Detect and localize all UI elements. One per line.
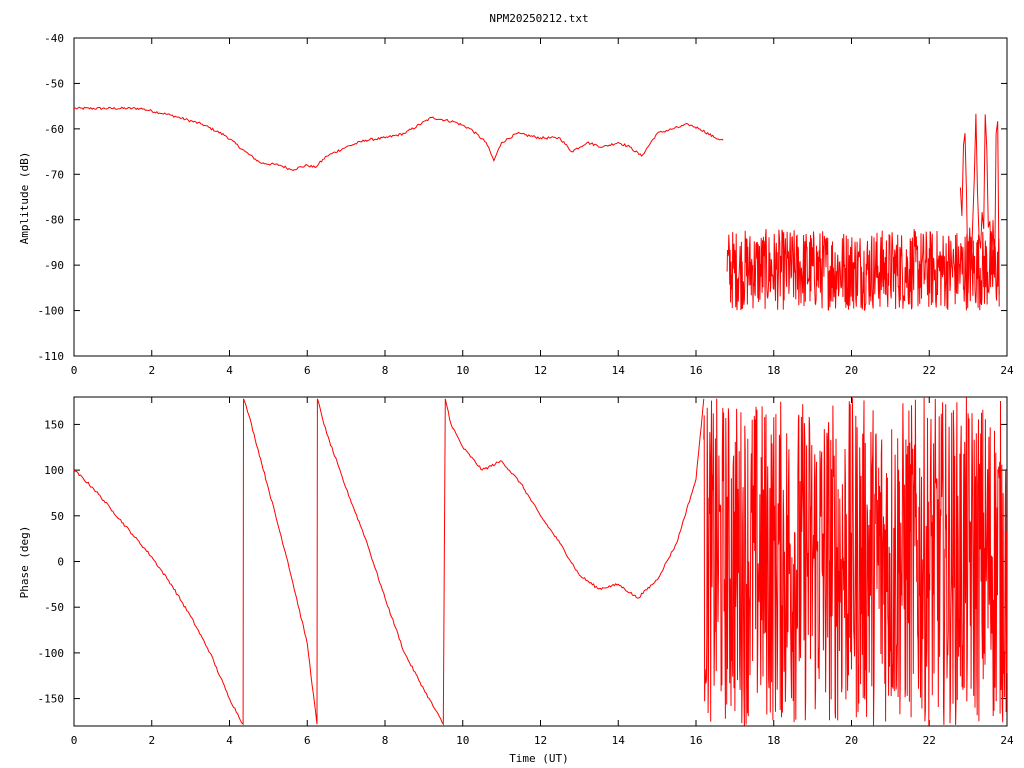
phase-panel: Phase (deg) 0 2 4 6 8 10 12 14 16 18 20 22 24-150-10… [18,396,1014,765]
amp-xtick-label: 22 [923,364,936,377]
amp-ytick-label: -70 [44,168,64,181]
phase-xtick-label: 8 [382,734,389,747]
amp-xtick-label: 14 [612,364,626,377]
amp-ytick-label: -100 [38,305,65,318]
amp-ytick-label: -50 [44,77,64,90]
phase-ytick-label: -100 [38,647,65,660]
amp-noise-segment [726,228,1000,311]
amp-xtick-label: 16 [689,364,702,377]
chart-title: NPM20250212.txt [489,12,588,25]
amp-xtick-label: 4 [226,364,233,377]
phase-xtick-label: 18 [767,734,780,747]
amp-xtick-label: 6 [304,364,311,377]
phase-xtick-label: 14 [612,734,626,747]
amp-ytick-label: -110 [38,350,65,363]
amplitude-ylabel: Amplitude (dB) [18,152,31,245]
amp-ytick-label: -90 [44,259,64,272]
amplitude-panel: Amplitude (dB) 0 2 4 6 8 10 12 14 16 18 20 22 24-110… [18,32,1014,377]
phase-xtick-label: 22 [923,734,936,747]
amp-xtick-label: 12 [534,364,547,377]
amp-xtick-label: 24 [1000,364,1014,377]
amplitude-trace [73,106,724,171]
phase-xtick-label: 16 [689,734,702,747]
phase-ytick-label: 50 [51,510,64,523]
amp-xtick-label: 0 [71,364,78,377]
phase-xlabel: Time (UT) [509,752,569,765]
phase-ytick-label: 100 [44,464,64,477]
phase-ytick-label: -50 [44,601,64,614]
phase-xtick-label: 20 [845,734,858,747]
phase-xtick-label: 2 [148,734,155,747]
amp-noise-segment [959,113,1000,295]
amp-xtick-label: 20 [845,364,858,377]
amp-xtick-label: 10 [456,364,469,377]
amp-ytick-label: -80 [44,214,64,227]
phase-xtick-label: 4 [226,734,233,747]
amp-ytick-label: -60 [44,123,64,136]
phase-noise-band [703,397,1008,726]
amp-xtick-label: 8 [382,364,389,377]
amplitude-noise-band [726,113,1000,311]
phase-noise-segment [703,397,1008,726]
phase-ytick-label: 150 [44,418,64,431]
amp-ytick-label: -40 [44,32,64,45]
phase-xtick-label: 10 [456,734,469,747]
phase-trace [73,398,705,726]
phase-xtick-label: 6 [304,734,311,747]
amp-xtick-label: 18 [767,364,780,377]
phase-ytick-label: 0 [57,556,64,569]
phase-ytick-label: -150 [38,693,65,706]
phase-xtick-label: 0 [71,734,78,747]
phase-ylabel: Phase (deg) [18,526,31,599]
phase-xtick-label: 24 [1000,734,1014,747]
phase-xtick-label: 12 [534,734,547,747]
amp-xtick-label: 2 [148,364,155,377]
